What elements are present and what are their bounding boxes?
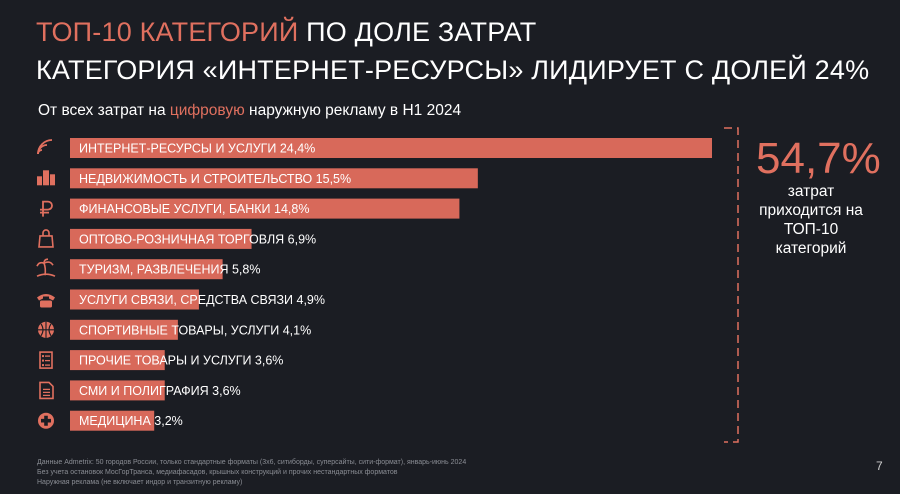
bar-label: ТУРИЗМ, РАЗВЛЕЧЕНИЯ 5,8% [79, 263, 260, 277]
footnote: Без учета остановок МосГорТранса, медиаф… [37, 469, 398, 476]
bracket-layer [724, 127, 739, 443]
beach-island-icon [36, 258, 56, 277]
page-number: 7 [876, 459, 883, 473]
medical-cross-icon [38, 412, 54, 429]
bar [70, 380, 165, 401]
bracket-line [724, 127, 739, 443]
bar [70, 319, 178, 340]
bar [70, 138, 712, 158]
callout-value: 54,7% [756, 134, 881, 183]
basketball-icon [38, 321, 54, 338]
title-rest: ПО ДОЛЕ ЗАТРАТ [298, 17, 537, 47]
title-accent: ТОП-10 КАТЕГОРИЙ [36, 17, 299, 47]
bar [70, 289, 199, 310]
bar-label: НЕДВИЖИМОСТЬ И СТРОИТЕЛЬСТВО 15,5% [79, 172, 351, 186]
subtitle-after: наружную рекламу в H1 2024 [244, 102, 462, 119]
subtitle-accent: цифровую [169, 102, 245, 119]
telephone-icon [37, 294, 55, 308]
title-line-2: КАТЕГОРИЯ «ИНТЕРНЕТ-РЕСУРСЫ» ЛИДИРУЕТ С … [36, 55, 870, 85]
newspaper-icon [39, 381, 54, 400]
subtitle: От всех затрат на цифровую наружную рекл… [38, 102, 461, 120]
bar-label: МЕДИЦИНА 3,2% [79, 414, 183, 428]
bar-label: УСЛУГИ СВЯЗИ, СРЕДСТВА СВЯЗИ 4,9% [79, 293, 325, 307]
icons-layer [36, 139, 56, 429]
callout-text: затрат приходится на ТОП-10 категорий [759, 183, 863, 257]
wifi-icon [37, 139, 53, 155]
buildings-icon [37, 170, 55, 186]
subtitle-before: От всех затрат на [38, 102, 170, 119]
bar-label: СМИ И ПОЛИГРАФИЯ 3,6% [79, 384, 241, 398]
bar-label: СПОРТИВНЫЕ ТОВАРЫ, УСЛУГИ 4,1% [79, 323, 311, 337]
bars-layer: ИНТЕРНЕТ-РЕСУРСЫ И УСЛУГИ 24,4% НЕДВИЖИМО… [70, 138, 712, 431]
shopping-bag-icon [38, 229, 54, 248]
bar-label: ИНТЕРНЕТ-РЕСУРСЫ И УСЛУГИ 24,4% [79, 142, 315, 156]
footnote: Данные Admetrix: 50 городов России, толь… [37, 459, 467, 466]
bar-label: ФИНАНСОВЫЕ УСЛУГИ, БАНКИ 14,8% [79, 202, 309, 216]
bar-label: ПРОЧИЕ ТОВАРЫ И УСЛУГИ 3,6% [79, 354, 283, 368]
bar [70, 350, 165, 371]
bar [70, 198, 460, 219]
bar-label: ОПТОВО-РОЗНИЧНАЯ ТОРГОВЛЯ 6,9% [79, 232, 316, 246]
bar [70, 228, 252, 249]
bar [70, 259, 223, 280]
ruble-icon [40, 200, 53, 217]
bar [70, 168, 478, 189]
bar [70, 410, 155, 431]
list-document-icon [39, 351, 53, 369]
footnotes: Данные Admetrix: 50 городов России, толь… [37, 458, 466, 488]
title-line-1: ТОП-10 КАТЕГОРИЙ ПО ДОЛЕ ЗАТРАТ [36, 16, 536, 48]
footnote: Наружная реклама (не включает индор и тр… [37, 479, 243, 486]
